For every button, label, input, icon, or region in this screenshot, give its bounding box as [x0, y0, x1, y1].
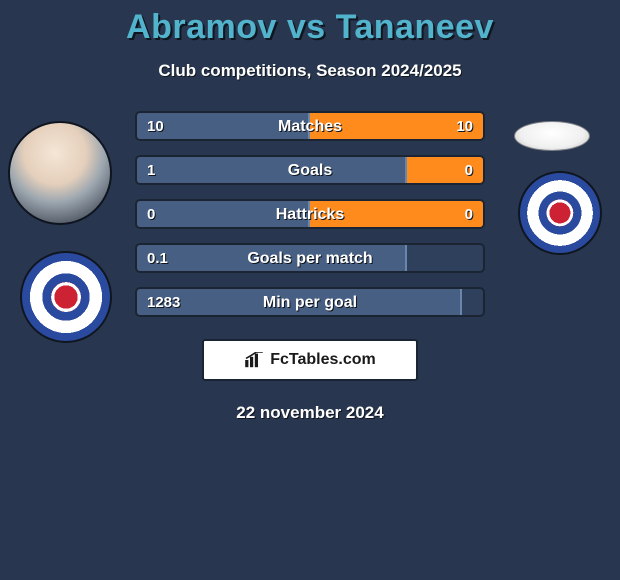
bar-fill-right	[310, 201, 483, 227]
stat-row: 1283Min per goal	[135, 287, 485, 317]
club-badge-left	[20, 251, 112, 343]
stat-value-left: 0	[147, 201, 155, 229]
stat-value-left: 1	[147, 157, 155, 185]
stat-value-left: 10	[147, 113, 164, 141]
bar-fill-left	[137, 245, 407, 271]
stat-value-right: 0	[465, 157, 473, 185]
club-badge-icon	[20, 251, 112, 343]
stat-row: 10Goals	[135, 155, 485, 185]
chart-icon	[244, 352, 264, 368]
stat-row: 00Hattricks	[135, 199, 485, 229]
stat-value-right: 0	[465, 201, 473, 229]
stat-value-left: 1283	[147, 289, 180, 317]
bar-fill-left	[137, 157, 407, 183]
player-avatar-left	[8, 121, 112, 225]
page-title: Abramov vs Tananeev	[126, 8, 494, 47]
club-badge-icon	[518, 171, 602, 255]
stat-value-right: 10	[456, 113, 473, 141]
date-line: 22 november 2024	[0, 403, 620, 423]
player-avatar-right	[514, 121, 590, 151]
watermark-text: FcTables.com	[270, 351, 376, 369]
watermark-box: FcTables.com	[202, 339, 418, 381]
comparison-card: Abramov vs Tananeev Club competitions, S…	[0, 0, 620, 423]
stat-value-left: 0.1	[147, 245, 168, 273]
stat-row: 0.1Goals per match	[135, 243, 485, 273]
stat-bars: 1010Matches10Goals00Hattricks0.1Goals pe…	[135, 111, 485, 317]
bar-fill-left	[137, 201, 310, 227]
club-badge-right	[518, 171, 602, 255]
bar-fill-left	[137, 289, 462, 315]
main-area: 1010Matches10Goals00Hattricks0.1Goals pe…	[0, 111, 620, 423]
stat-row: 1010Matches	[135, 111, 485, 141]
subtitle: Club competitions, Season 2024/2025	[158, 61, 461, 81]
